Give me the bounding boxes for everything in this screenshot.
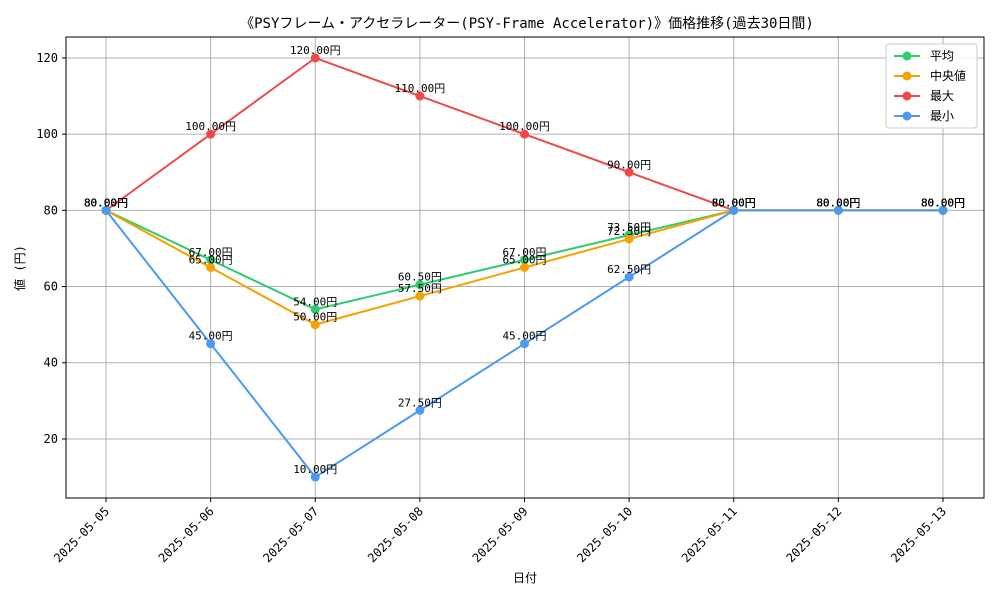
data-label: 57.50円 (398, 282, 442, 295)
data-point (206, 263, 216, 272)
data-label: 80.00円 (816, 196, 860, 209)
data-point (310, 472, 320, 482)
data-point (520, 255, 529, 265)
x-tick-label: 2025-05-09 (470, 504, 531, 565)
legend-marker (902, 51, 912, 61)
x-tick-label: 2025-05-13 (888, 504, 949, 565)
x-axis-label: 日付 (513, 571, 537, 585)
legend-marker (902, 71, 912, 81)
data-label: 80.00円 (712, 196, 756, 209)
data-label: 67.00円 (189, 246, 233, 259)
y-tick-label: 120 (36, 51, 58, 65)
data-label: 110.00円 (395, 82, 446, 95)
data-label: 72.50円 (607, 225, 651, 238)
data-label: 65.00円 (502, 254, 546, 267)
data-label: 62.50円 (607, 263, 651, 276)
data-label: 80.00円 (921, 196, 965, 209)
y-axis-label: 値 (円) (12, 245, 27, 291)
data-label: 27.50円 (398, 396, 442, 409)
data-label: 80.00円 (816, 196, 860, 209)
data-label: 10.00円 (293, 463, 337, 476)
y-tick-label: 80 (44, 203, 58, 217)
legend-label: 最小 (930, 109, 954, 123)
x-tick-label: 2025-05-07 (260, 504, 321, 565)
data-label: 80.00円 (921, 196, 965, 209)
x-tick-label: 2025-05-06 (156, 504, 217, 565)
legend-label: 平均 (930, 49, 954, 63)
x-axis: 2025-05-05 2025-05-06 2025-05-07 2025-05-08… (51, 498, 949, 565)
chart-title: 《PSYフレーム・アクセラレーター(PSY-Frame Accelerator)… (240, 16, 814, 32)
data-label: 80.00円 (84, 196, 128, 209)
data-label: 80.00円 (84, 196, 128, 209)
data-label: 90.00円 (607, 158, 651, 171)
data-point (206, 255, 216, 265)
data-point (624, 272, 634, 282)
legend-marker (902, 91, 912, 101)
data-point (624, 234, 634, 244)
x-tick-label: 2025-05-10 (574, 504, 635, 565)
data-point (101, 205, 111, 215)
data-label: 80.00円 (712, 196, 756, 209)
x-tick-label: 2025-05-05 (51, 504, 112, 565)
data-point (310, 320, 320, 330)
data-label: 80.00円 (816, 196, 860, 209)
y-axis: 20 40 60 80 100 120 (36, 51, 66, 446)
data-point (520, 129, 529, 139)
data-point (624, 167, 634, 177)
data-point (415, 91, 425, 101)
y-tick-label: 20 (44, 432, 58, 446)
data-point (520, 263, 529, 272)
data-point (415, 405, 425, 415)
data-point (310, 53, 320, 63)
y-tick-label: 100 (36, 127, 58, 141)
data-label: 60.50円 (398, 271, 442, 284)
data-label: 100.00円 (499, 120, 550, 133)
data-label: 80.00円 (816, 196, 860, 209)
x-tick-label: 2025-05-12 (784, 504, 845, 565)
data-point (415, 280, 425, 290)
data-label: 80.00円 (84, 196, 128, 209)
x-tick-label: 2025-05-11 (679, 504, 740, 565)
data-label: 80.00円 (712, 196, 756, 209)
data-labels: 80.00円 67.00円 54.00円 60.50円 67.00円 73.50円 80.0… (84, 44, 965, 476)
x-tick-label: 2025-05-08 (365, 504, 426, 565)
data-point (206, 129, 216, 139)
data-point (415, 291, 425, 301)
y-tick-label: 60 (44, 280, 58, 294)
y-tick-label: 40 (44, 356, 58, 370)
series-layer (101, 53, 948, 482)
legend-label: 最大 (930, 89, 954, 103)
data-label: 45.00円 (502, 330, 546, 343)
data-label: 73.50円 (607, 221, 651, 234)
data-label: 67.00円 (502, 246, 546, 259)
legend-box (885, 43, 978, 129)
data-label: 45.00円 (189, 330, 233, 343)
data-label: 80.00円 (712, 196, 756, 209)
data-label: 80.00円 (84, 196, 128, 209)
data-point (520, 339, 529, 349)
legend-label: 中央値 (930, 68, 966, 83)
data-label: 50.00円 (293, 311, 337, 324)
data-point (310, 304, 320, 314)
data-label: 80.00円 (921, 196, 965, 209)
data-point (206, 339, 216, 349)
data-label: 54.00円 (293, 295, 337, 308)
data-point (938, 205, 948, 215)
data-label: 120.00円 (290, 44, 341, 57)
data-label: 100.00円 (185, 120, 236, 133)
data-label: 80.00円 (921, 196, 965, 209)
data-label: 65.00円 (189, 254, 233, 267)
legend-marker (902, 111, 912, 121)
data-point (729, 205, 739, 215)
data-point (833, 205, 843, 215)
